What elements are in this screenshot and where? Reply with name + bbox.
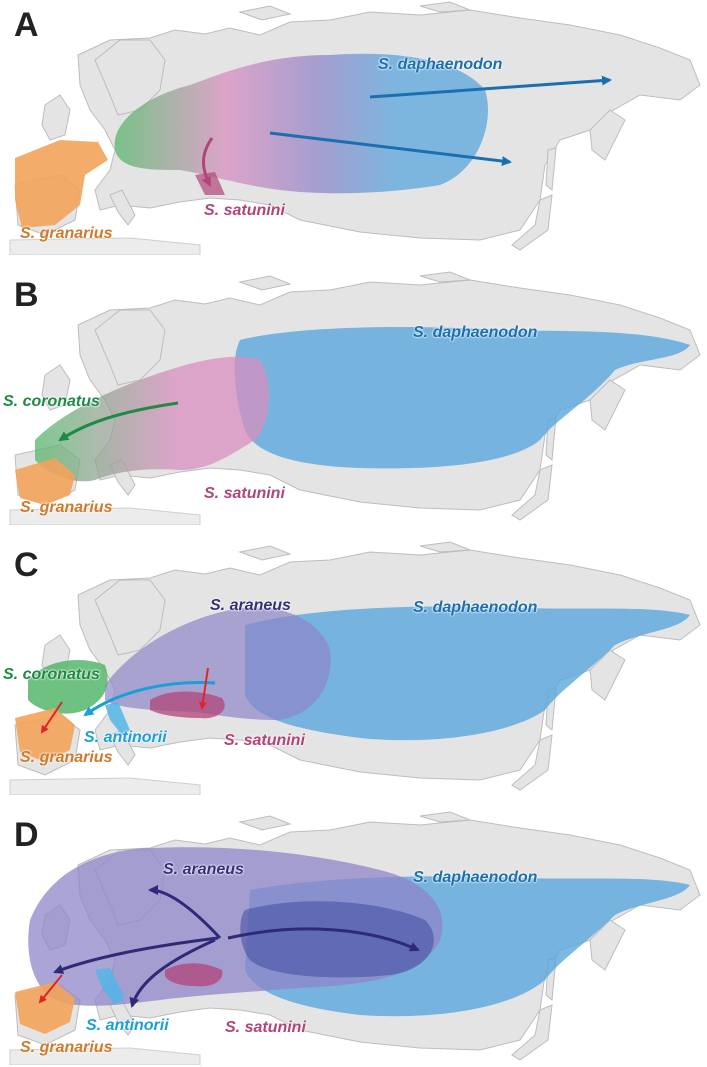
araneus-core	[240, 901, 434, 978]
species-label: S. antinorii	[84, 729, 167, 746]
antinorii-range	[105, 702, 130, 735]
species-label: S. granarius	[20, 1039, 113, 1056]
panel-c: C S. araneus S. daphaenodon S. coronatus…	[0, 540, 707, 795]
species-label: S. antinorii	[86, 1017, 169, 1034]
species-label: S. satunini	[225, 1019, 306, 1036]
arrow-red-satunini	[198, 667, 209, 710]
araneus-range	[105, 607, 331, 720]
arrow-red-granarius	[38, 974, 63, 1004]
ancestral-range	[114, 53, 488, 194]
granarius-range	[15, 982, 75, 1034]
species-label: S. granarius	[20, 749, 113, 766]
arrow-west	[53, 936, 219, 974]
species-label: S. coronatus	[3, 666, 100, 683]
coronatus-range	[28, 660, 108, 714]
satunini-range	[150, 691, 225, 719]
species-label: S. satunini	[224, 732, 305, 749]
species-label: S. granarius	[20, 499, 113, 516]
arrow-west	[83, 681, 216, 717]
species-label: S. satunini	[204, 485, 285, 502]
map-b	[9, 271, 701, 525]
panel-label: D	[14, 816, 39, 854]
arrow-east	[227, 927, 420, 952]
map-a	[9, 1, 701, 255]
panel-b: B S. daphaenodon S. coronatus S. satunin…	[0, 270, 707, 525]
species-label: S. granarius	[20, 225, 113, 242]
satunini-range	[165, 963, 223, 987]
arrow-south	[129, 938, 216, 1008]
arrow-south	[201, 137, 214, 187]
panel-d: D S. araneus S. daphaenodon S. antinorii…	[0, 810, 707, 1065]
panel-label: B	[14, 276, 39, 314]
panel-label: A	[14, 6, 39, 44]
daphaenodon-range	[245, 606, 690, 741]
daphaenodon-range	[234, 327, 691, 469]
species-label: S. araneus	[163, 861, 244, 878]
arrow-red-granarius	[40, 701, 63, 734]
arrow-north	[148, 885, 222, 940]
species-label: S. daphaenodon	[413, 324, 538, 341]
species-label: S. araneus	[210, 597, 291, 614]
species-label: S. satunini	[204, 202, 285, 219]
coronatus-satunini-range	[35, 356, 270, 482]
granarius-range	[15, 140, 108, 228]
granarius-range	[15, 458, 75, 505]
arrow-east-north	[369, 75, 612, 99]
species-label: S. daphaenodon	[378, 56, 503, 73]
map-c	[9, 541, 701, 795]
species-label: S. daphaenodon	[413, 599, 538, 616]
antinorii-range	[95, 968, 125, 1005]
species-label: S. coronatus	[3, 393, 100, 410]
arrow-west	[58, 401, 179, 442]
granarius-range	[15, 708, 75, 762]
panel-a: A S. daphaenodon S. satunini S. granariu…	[0, 0, 707, 255]
arrow-east-south	[269, 131, 512, 167]
species-label: S. daphaenodon	[413, 869, 538, 886]
map-d	[9, 811, 701, 1065]
panel-label: C	[14, 546, 39, 584]
